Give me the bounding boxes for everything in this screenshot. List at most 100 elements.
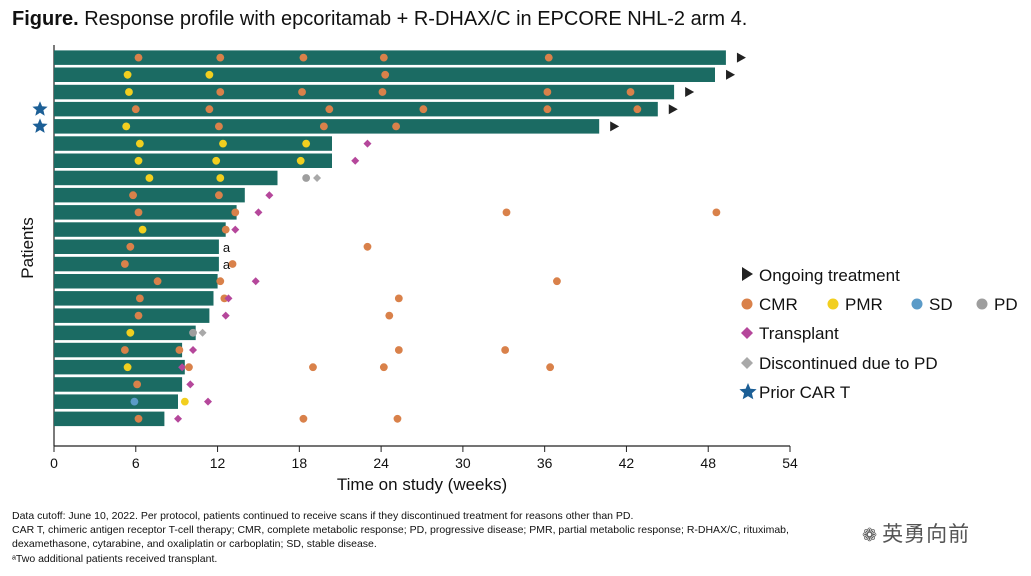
patient-bar bbox=[54, 170, 278, 186]
event-marker-cmr bbox=[309, 363, 317, 372]
event-marker-cmr bbox=[394, 294, 403, 303]
event-marker-cmr bbox=[120, 346, 129, 354]
event-marker-transplant bbox=[178, 363, 187, 372]
event-marker-cmr bbox=[126, 242, 135, 251]
event-marker-cmr bbox=[120, 260, 129, 268]
legend-pmr-label: PMR bbox=[845, 295, 883, 314]
patient-bar bbox=[54, 377, 183, 392]
footnote-cutoff: Data cutoff: June 10, 2022. Per protocol… bbox=[12, 510, 634, 522]
event-marker-pd bbox=[189, 328, 197, 337]
event-marker-pmr bbox=[216, 174, 225, 182]
watermark: ❁ 英勇向前 bbox=[862, 518, 970, 548]
patient-bar bbox=[54, 274, 218, 289]
event-marker-cmr bbox=[319, 122, 328, 131]
watermark-text: 英勇向前 bbox=[882, 522, 971, 546]
patient-bar bbox=[54, 205, 237, 220]
event-marker-cmr bbox=[712, 208, 721, 217]
patient-bar bbox=[54, 256, 219, 272]
event-marker-cmr bbox=[419, 105, 428, 114]
event-marker-pmr bbox=[180, 397, 189, 406]
event-marker-cmr bbox=[216, 277, 225, 286]
event-marker-cmr bbox=[379, 363, 388, 372]
legend-cmr-dot bbox=[741, 298, 753, 310]
event-marker-cmr bbox=[228, 260, 237, 268]
event-marker-cmr bbox=[135, 294, 144, 303]
prior-car-t-star bbox=[32, 101, 48, 116]
event-marker-cmr bbox=[129, 191, 137, 200]
footnote-marker: a bbox=[223, 240, 231, 255]
event-marker-cmr bbox=[363, 242, 372, 251]
footnote-abbrev-2: dexamethasone, cytarabine, and oxaliplat… bbox=[12, 538, 377, 550]
y-axis-title: Patients bbox=[18, 217, 37, 278]
event-marker-discontinued bbox=[313, 174, 322, 182]
patient-bar bbox=[54, 325, 196, 341]
event-marker-pd bbox=[302, 174, 311, 182]
x-tick-label: 42 bbox=[619, 455, 635, 471]
footnote-abbrev-1: CAR T, chimeric antigen receptor T-cell … bbox=[12, 524, 789, 536]
event-marker-sd bbox=[130, 397, 139, 406]
event-marker-cmr bbox=[153, 277, 162, 286]
ongoing-arrow bbox=[610, 121, 620, 132]
event-marker-cmr bbox=[633, 105, 642, 114]
event-marker-transplant bbox=[174, 414, 183, 423]
event-marker-transplant bbox=[221, 311, 230, 320]
legend-car-t-star bbox=[739, 383, 757, 400]
legend-transplant-diamond bbox=[741, 327, 753, 339]
event-marker-cmr bbox=[385, 311, 394, 320]
event-marker-pmr bbox=[219, 139, 227, 148]
event-marker-cmr bbox=[216, 88, 225, 96]
ongoing-arrow bbox=[668, 104, 678, 115]
patient-bar bbox=[54, 153, 332, 168]
event-marker-transplant bbox=[251, 277, 260, 286]
event-marker-pmr bbox=[205, 70, 214, 79]
event-marker-cmr bbox=[215, 122, 223, 131]
x-tick-label: 36 bbox=[537, 455, 553, 471]
legend-discontinued-diamond bbox=[741, 357, 753, 369]
event-marker-transplant bbox=[351, 156, 360, 165]
footnote-marker: a bbox=[223, 257, 231, 272]
event-marker-pmr bbox=[145, 174, 154, 182]
legend-ongoing-arrow bbox=[742, 267, 753, 281]
legend-pd-label: PD bbox=[994, 295, 1018, 314]
event-marker-transplant bbox=[231, 225, 240, 234]
x-tick-label: 18 bbox=[292, 455, 308, 471]
legend-pd-dot bbox=[976, 298, 988, 310]
event-marker-cmr bbox=[220, 294, 229, 303]
legend-ongoing-label: Ongoing treatment bbox=[759, 266, 900, 285]
event-marker-cmr bbox=[393, 414, 402, 423]
event-marker-cmr bbox=[134, 208, 143, 217]
x-tick-label: 30 bbox=[455, 455, 471, 471]
wechat-icon: ❁ bbox=[862, 525, 879, 546]
legend-discontinued-label: Discontinued due to PD bbox=[759, 354, 938, 373]
x-axis-title: Time on study (weeks) bbox=[337, 475, 507, 494]
patient-bar bbox=[54, 308, 210, 323]
patient-bar bbox=[54, 411, 165, 427]
event-marker-pmr bbox=[123, 363, 132, 372]
event-marker-cmr bbox=[221, 225, 230, 234]
x-tick-label: 12 bbox=[210, 455, 226, 471]
x-tick-label: 0 bbox=[50, 455, 58, 471]
legend-pmr-dot bbox=[827, 298, 839, 310]
ongoing-arrow bbox=[726, 69, 736, 80]
patient-bar bbox=[54, 239, 219, 254]
event-marker-cmr bbox=[546, 363, 555, 372]
legend-sd-dot bbox=[911, 298, 923, 310]
event-marker-cmr bbox=[175, 346, 184, 354]
event-marker-cmr bbox=[299, 414, 308, 423]
event-marker-cmr bbox=[134, 311, 143, 320]
event-marker-pmr bbox=[135, 139, 144, 148]
legend-cmr-label: CMR bbox=[759, 295, 798, 314]
event-marker-cmr bbox=[325, 105, 334, 114]
figure-title-text: Response profile with epcoritamab + R-DH… bbox=[84, 8, 748, 30]
event-marker-pmr bbox=[122, 122, 131, 131]
event-marker-cmr bbox=[502, 208, 511, 217]
event-marker-cmr bbox=[543, 88, 552, 96]
event-marker-cmr bbox=[626, 88, 635, 96]
event-marker-cmr bbox=[543, 105, 552, 114]
event-marker-cmr bbox=[299, 53, 308, 62]
legend-transplant-label: Transplant bbox=[759, 324, 839, 343]
event-marker-cmr bbox=[134, 414, 143, 423]
event-marker-pmr bbox=[212, 156, 221, 165]
event-marker-cmr bbox=[216, 53, 225, 62]
event-marker-cmr bbox=[231, 208, 240, 217]
